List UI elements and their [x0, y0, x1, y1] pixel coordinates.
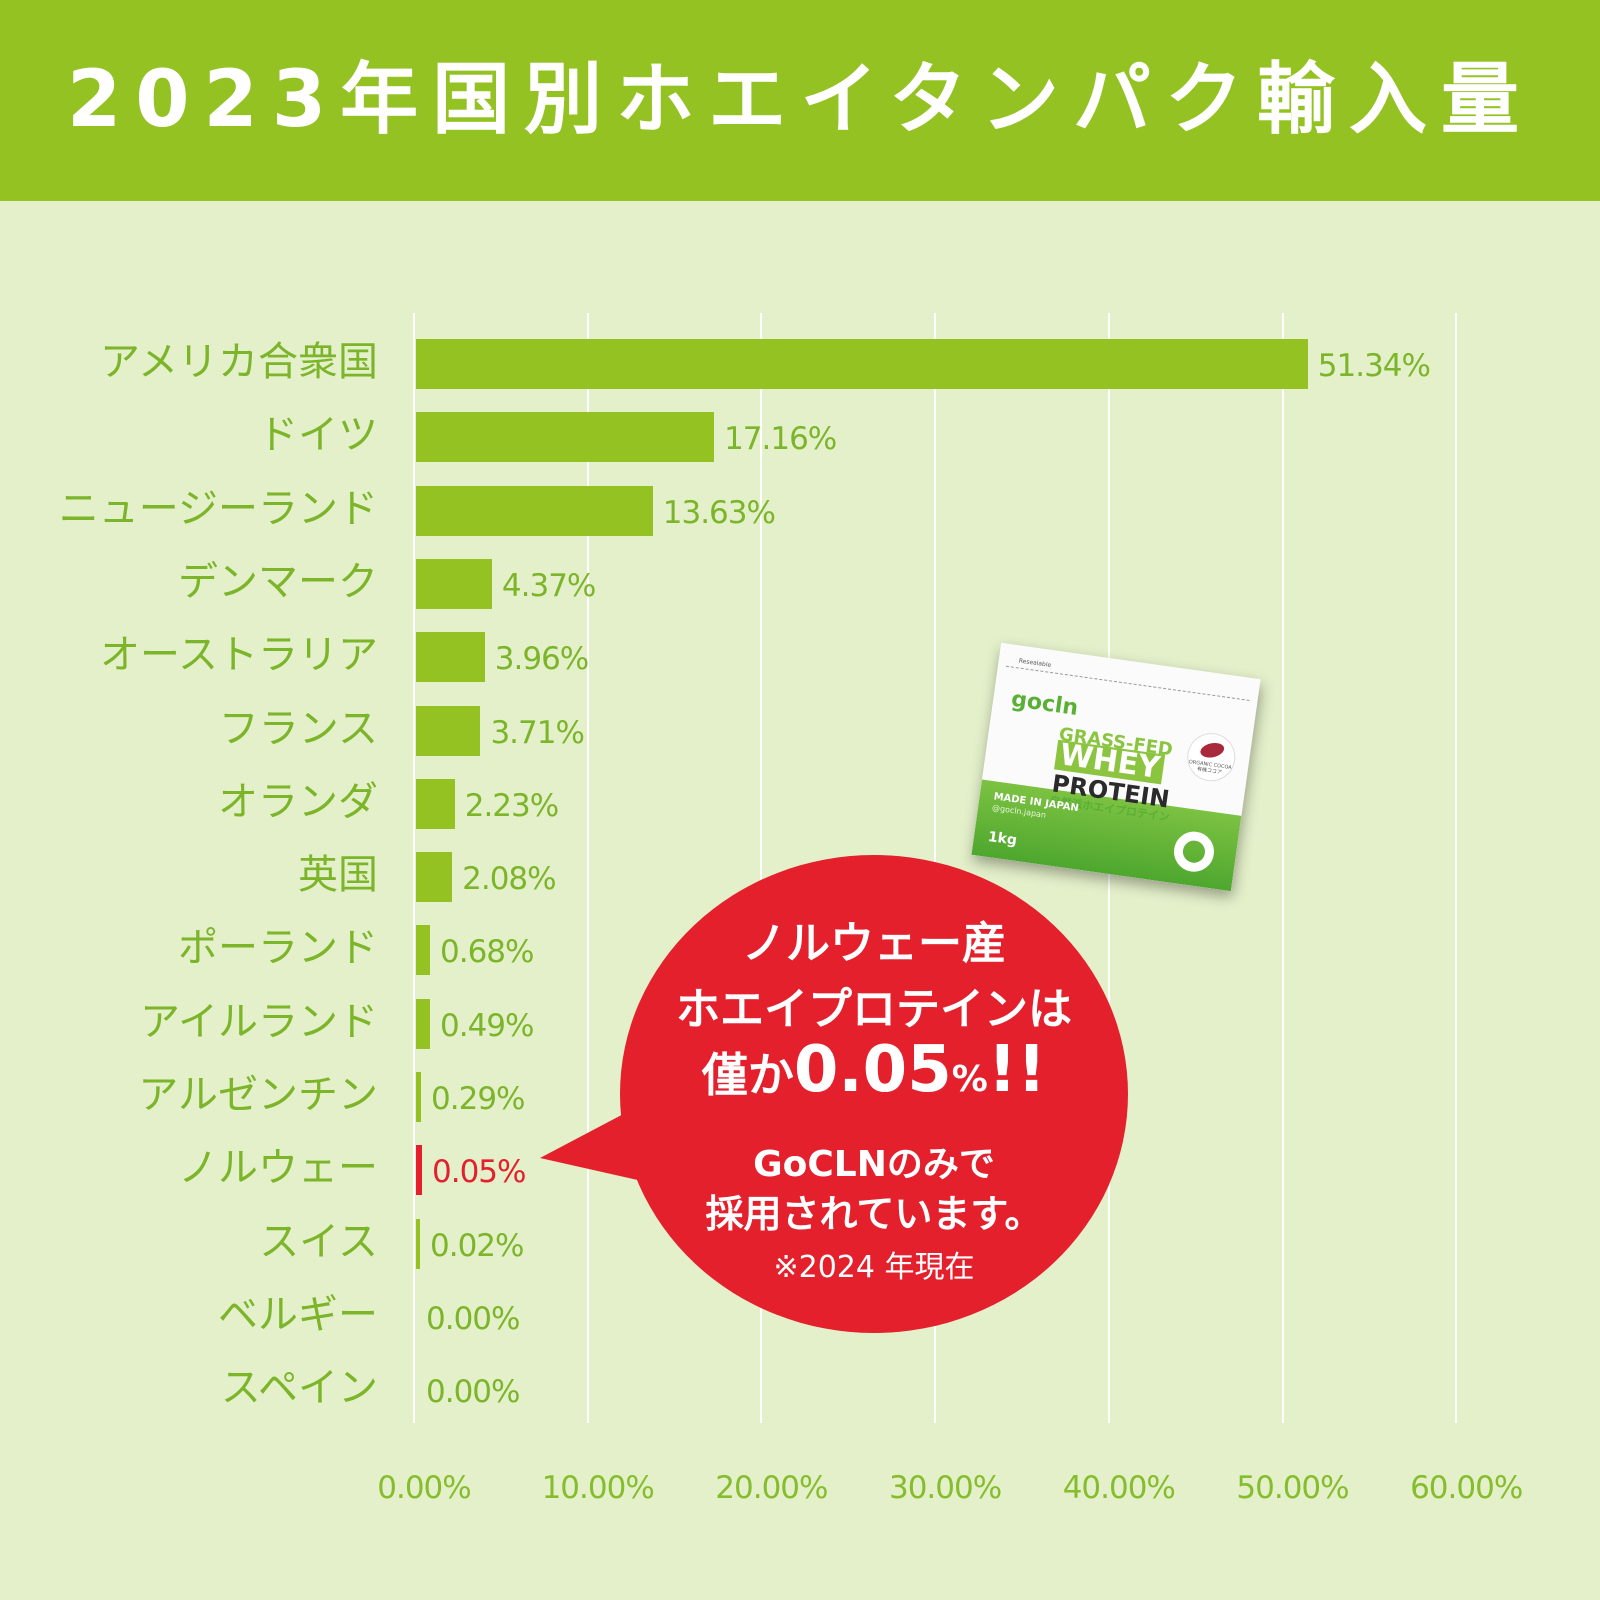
- value-label: 4.37%: [501, 567, 596, 604]
- category-label: アイルランド: [140, 998, 378, 1045]
- value-label: 0.49%: [440, 1007, 534, 1044]
- cocoa-badge-text: ORGANIC COCOA 有機ココア: [1188, 759, 1232, 776]
- x-tick-label: 20.00%: [715, 1470, 828, 1506]
- category-label: フランス: [218, 705, 378, 752]
- x-tick-label: 40.00%: [1062, 1470, 1176, 1506]
- category-label: ポーランド: [178, 925, 378, 972]
- cocoa-bean-icon: [1199, 740, 1226, 760]
- value-label: 0.05%: [432, 1154, 526, 1191]
- x-tick-label: 50.00%: [1236, 1470, 1349, 1506]
- value-label: 0.68%: [440, 934, 534, 971]
- x-tick-label: 60.00%: [1410, 1470, 1523, 1506]
- x-tick-label: 0.00%: [377, 1470, 471, 1506]
- category-label: ベルギー: [218, 1291, 378, 1338]
- callout-bubble: [620, 855, 1128, 1333]
- value-label: 0.29%: [431, 1081, 525, 1117]
- callout-pct: %: [951, 1059, 988, 1100]
- bar: [416, 1145, 422, 1196]
- value-label: 3.71%: [490, 714, 584, 751]
- callout-line-3: 僅か0.05%!!: [620, 1033, 1128, 1107]
- category-label: スペイン: [220, 1365, 378, 1412]
- title-banner: 2023年国別ホエイタンパク輸入量: [0, 0, 1600, 201]
- callout-line-4: GoCLNのみで: [753, 1144, 995, 1185]
- x-tick-label: 30.00%: [888, 1470, 1002, 1506]
- value-label: 0.00%: [426, 1300, 520, 1337]
- category-label: ドイツ: [258, 412, 378, 459]
- bar: [416, 339, 1308, 389]
- x-tick-label: 10.00%: [541, 1470, 655, 1506]
- category-label: オランダ: [218, 778, 378, 825]
- callout-line-1: ノルウェー産: [742, 918, 1006, 969]
- page-title: 2023年国別ホエイタンパク輸入量: [67, 55, 1533, 145]
- value-label: 3.96%: [494, 641, 589, 678]
- callout-line-5: 採用されています。: [705, 1192, 1043, 1236]
- value-label: 51.34%: [1317, 348, 1431, 384]
- category-label: スイス: [259, 1218, 378, 1265]
- product-package-image: Resealable gocln GRASS-FED WHEY PROTEIN …: [971, 642, 1261, 892]
- value-label: 0.02%: [430, 1227, 524, 1264]
- bar: [416, 778, 455, 829]
- gridline: [1281, 313, 1284, 1423]
- gridline: [413, 313, 415, 1423]
- value-label: 2.23%: [464, 787, 559, 824]
- bar: [416, 1072, 422, 1122]
- bar: [416, 485, 653, 536]
- value-label: 17.16%: [724, 421, 837, 458]
- gridline: [760, 313, 763, 1423]
- bar: [416, 705, 481, 756]
- value-label: 0.00%: [426, 1374, 520, 1411]
- category-label: 英国: [298, 852, 378, 899]
- callout-value: 0.05: [793, 1033, 952, 1107]
- bar: [416, 1218, 420, 1269]
- category-label: ニュージーランド: [58, 485, 378, 532]
- gridline: [1455, 313, 1458, 1423]
- bar: [416, 412, 715, 463]
- category-label: デンマーク: [178, 558, 378, 605]
- callout-prefix: 僅か: [701, 1048, 794, 1102]
- bar: [416, 632, 485, 683]
- bar: [416, 925, 430, 976]
- category-label: アメリカ合衆国: [100, 339, 378, 385]
- brand-logo: gocln: [1009, 686, 1080, 722]
- category-label: オーストラリア: [100, 632, 378, 679]
- callout-note: ※2024 年現在: [773, 1250, 975, 1285]
- callout-line-2: ホエイプロテインは: [676, 984, 1072, 1035]
- value-label: 2.08%: [462, 861, 556, 898]
- bar: [416, 852, 453, 903]
- gridline: [586, 313, 589, 1423]
- category-label: アルゼンチン: [138, 1072, 378, 1118]
- bar: [416, 558, 492, 609]
- cocoa-badge-icon: ORGANIC COCOA 有機ココア: [1184, 730, 1239, 785]
- callout-exclaim: !!: [987, 1033, 1047, 1107]
- bar: [416, 998, 430, 1049]
- category-label: ノルウェー: [178, 1145, 378, 1192]
- value-label: 13.63%: [662, 494, 776, 531]
